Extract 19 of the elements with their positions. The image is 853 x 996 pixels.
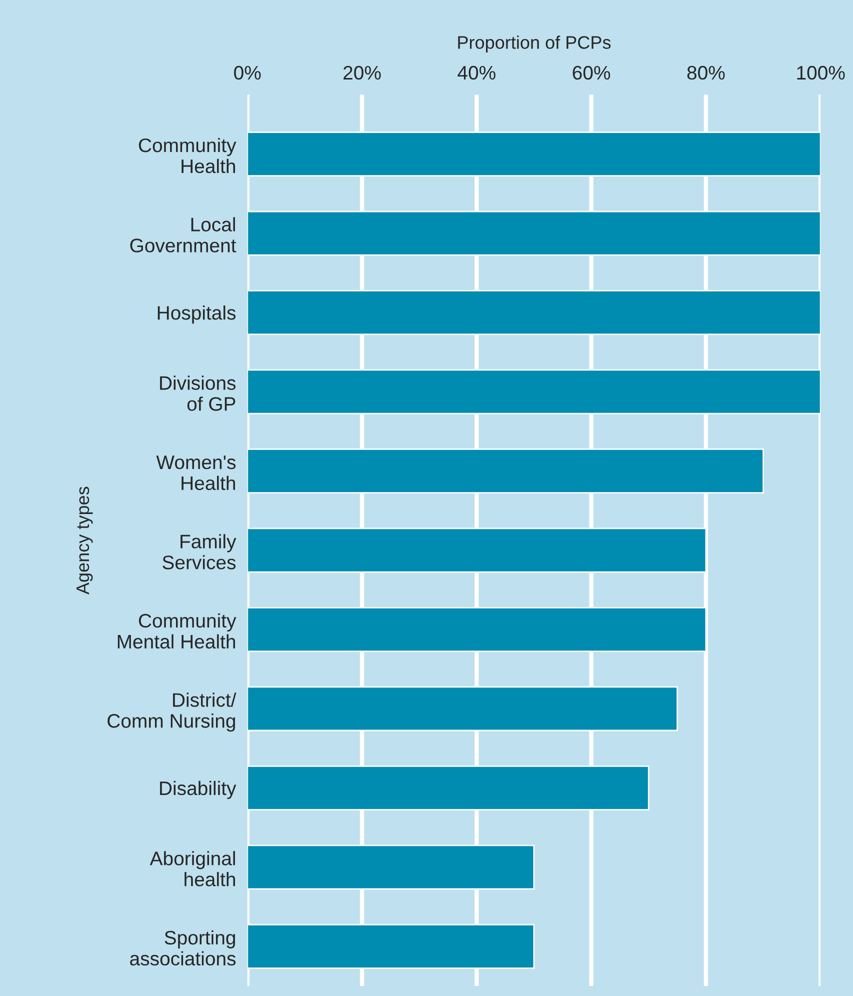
- y-tick-label: Community Health: [138, 138, 236, 174]
- x-tick-label: 60%: [572, 66, 610, 80]
- y-tick-label: Women's Health: [156, 456, 236, 490]
- y-tick-label: Family Services: [162, 534, 236, 570]
- x-tick-label: 40%: [458, 66, 496, 80]
- y-tick-label: Aboriginal health: [150, 851, 235, 886]
- y-tick-label: Community Mental Health: [118, 613, 236, 649]
- x-tick-label: 100%: [797, 66, 845, 80]
- y-axis-title: Agency types: [76, 486, 93, 594]
- y-tick-label: Divisions of GP: [160, 376, 236, 411]
- x-tick-label: 20%: [344, 66, 381, 80]
- x-tick-label: 80%: [687, 66, 725, 80]
- y-tick-label: Disability: [160, 780, 236, 800]
- y-tick-label: District/ Comm Nursing: [108, 692, 236, 732]
- x-tick-label: 0%: [234, 66, 261, 80]
- x-axis-title: Proportion of PCPs: [458, 36, 611, 52]
- y-tick-label: Sporting associations: [130, 930, 236, 966]
- y-tick-label: Local Government: [130, 217, 236, 252]
- y-tick-label: Hospitals: [158, 305, 236, 324]
